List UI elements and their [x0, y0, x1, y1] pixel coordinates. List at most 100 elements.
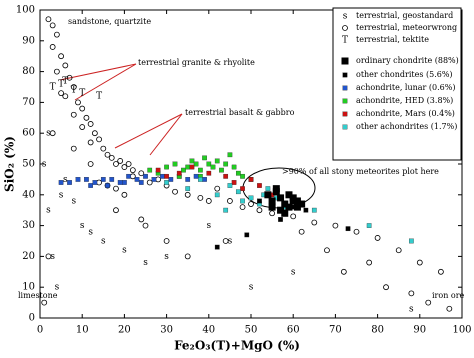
- point: s: [249, 283, 254, 293]
- pointer: [114, 113, 183, 149]
- point: [214, 158, 220, 164]
- point: [257, 198, 262, 204]
- series: [58, 173, 207, 188]
- point: [189, 158, 195, 164]
- y-tick-label: 60: [22, 128, 35, 139]
- point: [268, 203, 276, 211]
- point: s: [206, 221, 211, 231]
- annotation: terrestrial basalt & gabbro: [185, 108, 295, 117]
- point: s: [59, 190, 64, 200]
- point: [49, 22, 56, 29]
- point: [265, 186, 271, 191]
- point: [164, 164, 169, 170]
- legend-label: terrestrial, tektite: [356, 35, 429, 44]
- y-tick-label: 30: [22, 220, 35, 231]
- point: [198, 177, 203, 182]
- legend-marker: [342, 25, 348, 31]
- point: [240, 173, 245, 179]
- point: [49, 130, 56, 137]
- point: [205, 198, 212, 204]
- point: [108, 154, 115, 161]
- point: [248, 177, 254, 182]
- point: [70, 84, 77, 90]
- point: T: [96, 92, 102, 102]
- pointer: [149, 113, 183, 156]
- point: [193, 173, 199, 179]
- point: T: [79, 89, 85, 99]
- point: [198, 167, 203, 173]
- y-axis-label: SiO₂ (%): [3, 136, 17, 192]
- point: [197, 194, 204, 201]
- point: [214, 244, 220, 250]
- point: [235, 170, 241, 176]
- point: [155, 176, 162, 183]
- legend-label: achondrite, Mars (0.4%): [356, 109, 455, 118]
- series: [164, 177, 414, 244]
- point: [206, 170, 212, 176]
- point: s: [228, 237, 233, 247]
- point: [62, 62, 69, 69]
- point: s: [63, 175, 68, 185]
- point: [340, 268, 347, 275]
- point: s: [122, 246, 127, 256]
- point: [70, 111, 77, 118]
- legend-label: other chondrites (5.6%): [356, 70, 453, 79]
- point: [117, 158, 124, 164]
- point: [366, 259, 373, 266]
- point: [222, 238, 229, 244]
- point: s: [101, 237, 106, 247]
- point: [138, 216, 145, 223]
- point: T: [50, 83, 56, 93]
- x-axis-label: Fe₂O₃(T)+MgO (%): [174, 339, 300, 353]
- point: [293, 197, 301, 205]
- point: [129, 167, 136, 174]
- point: [324, 247, 330, 254]
- point: [100, 177, 106, 182]
- point: s: [46, 129, 51, 139]
- y-tick-label: 80: [22, 66, 35, 77]
- point: s: [143, 258, 148, 268]
- point: [79, 124, 86, 130]
- annotation: sandstone, quartzite: [68, 17, 151, 26]
- point: [366, 223, 372, 228]
- point: [227, 152, 233, 158]
- point: [58, 53, 64, 60]
- point: [172, 188, 178, 195]
- point: [41, 299, 48, 306]
- point: [164, 180, 169, 185]
- point: [53, 68, 60, 75]
- point: [189, 164, 195, 170]
- point: [91, 130, 98, 137]
- point: T: [58, 79, 64, 89]
- x-tick-label: 10: [76, 325, 89, 336]
- point: [117, 180, 123, 185]
- point: [109, 177, 115, 182]
- point: [122, 180, 127, 185]
- point: [155, 167, 161, 173]
- point: [210, 164, 216, 170]
- point: [223, 207, 229, 213]
- point: [257, 183, 262, 188]
- point: [264, 191, 272, 199]
- point: [172, 161, 178, 167]
- point: [269, 210, 276, 217]
- point: [113, 185, 119, 192]
- point: [168, 177, 174, 182]
- point: [277, 206, 285, 214]
- point: [113, 161, 119, 167]
- point: [138, 180, 144, 185]
- point: [83, 114, 90, 121]
- point: [268, 197, 276, 205]
- point: s: [80, 221, 85, 231]
- series: [147, 152, 254, 182]
- point: [214, 185, 221, 192]
- point: [409, 238, 414, 244]
- legend-marker: [342, 98, 348, 104]
- series: [264, 185, 306, 217]
- point: [285, 203, 293, 211]
- point: [45, 16, 52, 23]
- point: [290, 213, 297, 220]
- point: [408, 290, 415, 297]
- point: [332, 222, 339, 229]
- point: [416, 259, 423, 266]
